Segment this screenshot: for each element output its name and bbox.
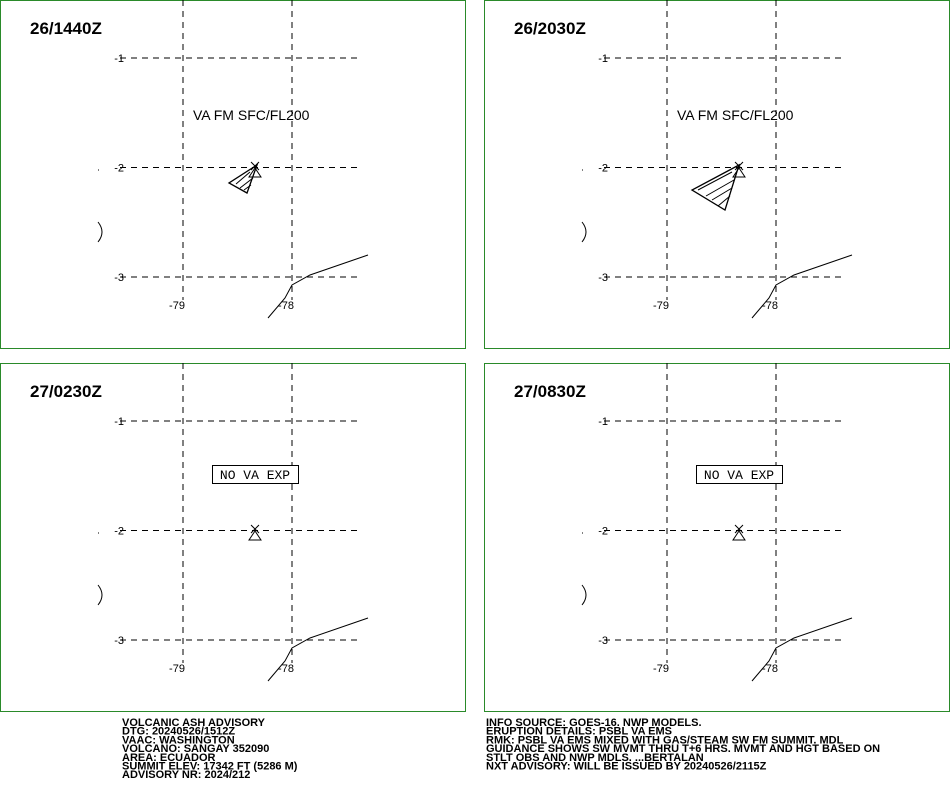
coastline: [267, 254, 369, 319]
ash-hatch: [711, 187, 733, 201]
lat-label: -1: [598, 53, 608, 65]
map-panel: -1 -2 -3 -79 -78 27/0830Z NO VA EXP: [484, 363, 950, 712]
panel-frame: [484, 363, 950, 712]
lat-label: -1: [114, 416, 124, 428]
advisory-line: INFO SOURCE: GOES-16. NWP MODELS.: [486, 717, 702, 729]
advisory-line: ADVISORY NR: 2024/212: [122, 769, 250, 781]
ash-label: VA FM SFC/FL200: [193, 107, 310, 123]
volcano-symbol: [732, 524, 746, 541]
lon-label: -79: [653, 300, 669, 312]
coastline: [751, 617, 853, 682]
lat-label: -3: [598, 635, 608, 647]
map-panel: -1 -2 -3 -79 -78 27/0230Z NO VA EXP: [0, 363, 466, 712]
volcano-symbol: [732, 161, 746, 178]
coastline: [581, 169, 587, 243]
lon-label: -79: [169, 663, 185, 675]
advisory-line: NXT ADVISORY: WILL BE ISSUED BY 20240526…: [486, 761, 767, 773]
map-panel: -1 -2 -3 -79 -78 26/2030Z VA FM SFC/FL200: [484, 0, 950, 349]
lat-label: -1: [114, 53, 124, 65]
advisory-line: GUIDANCE SHOWS SW MVMT THRU T+6 HRS. MVM…: [486, 743, 880, 755]
lon-label: -79: [169, 300, 185, 312]
coastline: [751, 254, 853, 319]
ash-label: NO VA EXP: [220, 468, 290, 483]
lat-label: -2: [598, 163, 608, 175]
valid-time: 27/0830Z: [514, 382, 586, 401]
lon-label: -78: [278, 663, 294, 675]
advisory-line: VOLCANIC ASH ADVISORY: [122, 717, 266, 729]
lat-label: -2: [114, 526, 124, 538]
advisory-line: DTG: 20240526/1512Z: [122, 726, 235, 738]
ash-label: VA FM SFC/FL200: [677, 107, 794, 123]
advisory-line: VOLCANO: SANGAY 352090: [122, 743, 269, 755]
lon-label: -78: [278, 300, 294, 312]
label-box: [212, 465, 299, 484]
valid-time: 26/1440Z: [30, 19, 102, 38]
ash-label: NO VA EXP: [704, 468, 774, 483]
ash-area: [227, 163, 259, 194]
coastline: [267, 617, 369, 682]
ash-area: [690, 163, 741, 211]
advisory-line: VAAC: WASHINGTON: [122, 734, 235, 746]
advisory-line: ERUPTION DETAILS: PSBL VA EMS: [486, 726, 672, 738]
panel-frame: [0, 363, 466, 712]
lat-label: -3: [598, 272, 608, 284]
valid-time: 27/0230Z: [30, 382, 102, 401]
ash-hatch: [243, 184, 252, 191]
lon-label: -78: [762, 663, 778, 675]
advisory-line: STLT OBS AND NWP MDLS. ...BERTALAN: [486, 752, 704, 764]
coastline: [97, 169, 103, 243]
valid-time: 26/2030Z: [514, 19, 586, 38]
map-panel: -1 -2 -3 -79 -78 26/1440Z VA FM SFC/FL200: [0, 0, 466, 349]
panel-frame: [484, 0, 950, 349]
label-box: [696, 465, 783, 484]
ash-hatch: [705, 179, 735, 197]
ash-hatch: [239, 177, 254, 189]
lat-label: -2: [598, 526, 608, 538]
advisory-line: RMK: PSBL VA EMS MIXED WITH GAS/STEAM SW…: [486, 734, 844, 746]
coastline: [97, 532, 103, 606]
ash-hatch: [717, 195, 731, 207]
advisory-line: AREA: ECUADOR: [122, 752, 216, 764]
advisory-line: SUMMIT ELEV: 17342 FT (5286 M): [122, 761, 298, 773]
lat-label: -2: [114, 163, 124, 175]
panel-frame: [0, 0, 466, 349]
ash-hatch: [235, 171, 251, 185]
lat-label: -3: [114, 272, 124, 284]
ash-hatch: [697, 171, 733, 191]
lat-label: -3: [114, 635, 124, 647]
lon-label: -78: [762, 300, 778, 312]
coastline: [581, 532, 587, 606]
volcano-symbol: [248, 524, 262, 541]
lon-label: -79: [653, 663, 669, 675]
lat-label: -1: [598, 416, 608, 428]
